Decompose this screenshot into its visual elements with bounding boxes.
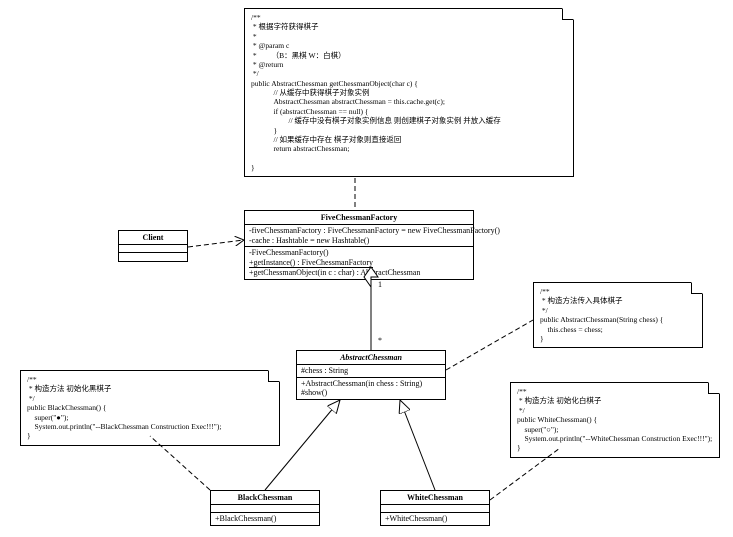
class-client-attrs [119, 245, 187, 253]
white-op-0: +WhiteChessman() [385, 514, 485, 524]
note-top: /** * 根据字符获得棋子 * * @param c * （B：黑棋 W：白棋… [244, 8, 574, 177]
class-black: BlackChessman +BlackChessman() [210, 490, 320, 526]
note-left: /** * 构造方法 初始化黑棋子 */ public BlackChessma… [20, 370, 280, 446]
black-op-0: +BlackChessman() [215, 514, 315, 524]
class-factory: FiveChessmanFactory -fiveChessmanFactory… [244, 210, 474, 280]
factory-attr-0: -fiveChessmanFactory : FiveChessmanFacto… [249, 226, 469, 236]
class-white-attrs [381, 505, 489, 513]
class-black-ops: +BlackChessman() [211, 513, 319, 525]
class-factory-attrs: -fiveChessmanFactory : FiveChessmanFacto… [245, 225, 473, 247]
multiplicity-many: * [378, 336, 382, 345]
factory-op-1: +getInstance() : FiveChessmanFactory [249, 258, 469, 269]
factory-op-0: -FiveChessmanFactory() [249, 248, 469, 258]
note-top-code: /** * 根据字符获得棋子 * * @param c * （B：黑棋 W：白棋… [251, 13, 567, 172]
note-fold-icon [268, 370, 280, 382]
class-abstract-title: AbstractChessman [297, 351, 445, 365]
class-factory-ops: -FiveChessmanFactory() +getInstance() : … [245, 247, 473, 279]
note-link-right [446, 320, 533, 370]
abstract-attr-0: #chess : String [301, 366, 441, 376]
dep-client-factory [188, 240, 244, 247]
abstract-op-0: +AbstractChessman(in chess : String) [301, 379, 441, 389]
note-white: /** * 构造方法 初始化白棋子 */ public WhiteChessma… [510, 382, 720, 458]
note-right: /** * 构造方法传入具体棋子 */ public AbstractChess… [533, 282, 703, 348]
note-fold-icon [708, 382, 720, 394]
note-fold-icon [691, 282, 703, 294]
note-white-code: /** * 构造方法 初始化白棋子 */ public WhiteChessma… [517, 387, 713, 453]
factory-op-2: +getChessmanObject(in c : char) : Abstra… [249, 268, 469, 278]
note-fold-icon [562, 8, 574, 20]
class-abstract-attrs: #chess : String [297, 365, 445, 378]
class-black-attrs [211, 505, 319, 513]
abstract-op-1: #show() [301, 388, 441, 398]
class-factory-title: FiveChessmanFactory [245, 211, 473, 225]
class-white-ops: +WhiteChessman() [381, 513, 489, 525]
class-client-title: Client [119, 231, 187, 245]
factory-attr-1: -cache : Hashtable = new Hashtable() [249, 236, 469, 246]
class-white: WhiteChessman +WhiteChessman() [380, 490, 490, 526]
multiplicity-one: 1 [378, 280, 382, 289]
gen-white-abstract [400, 400, 435, 490]
class-client-ops [119, 253, 187, 261]
class-black-title: BlackChessman [211, 491, 319, 505]
note-left-code: /** * 构造方法 初始化黑棋子 */ public BlackChessma… [27, 375, 273, 441]
class-client: Client [118, 230, 188, 262]
note-right-code: /** * 构造方法传入具体棋子 */ public AbstractChess… [540, 287, 696, 343]
class-abstract: AbstractChessman #chess : String +Abstra… [296, 350, 446, 400]
class-abstract-ops: +AbstractChessman(in chess : String) #sh… [297, 378, 445, 399]
class-white-title: WhiteChessman [381, 491, 489, 505]
